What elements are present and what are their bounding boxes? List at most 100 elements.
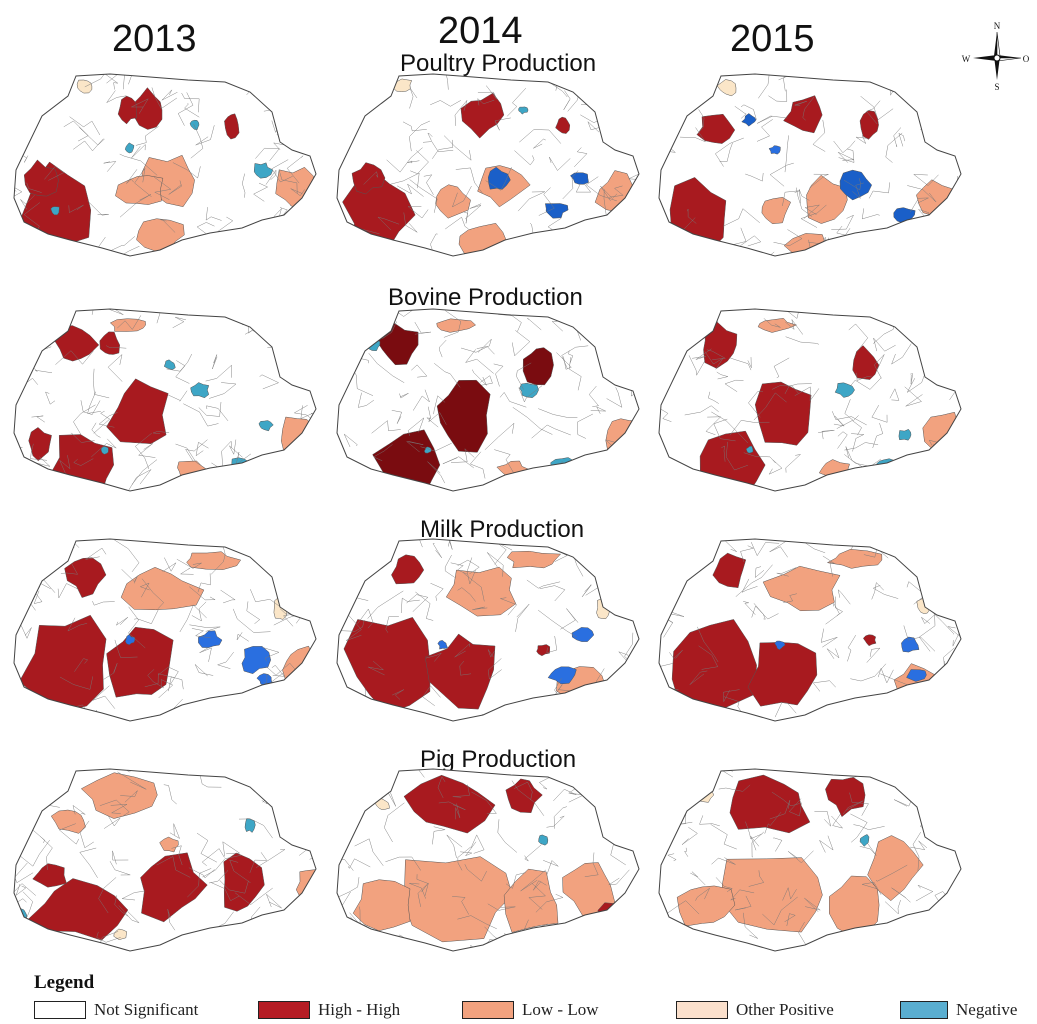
- cluster-region: [352, 879, 411, 932]
- cluster-region: [50, 206, 60, 216]
- section-title-bovine: Bovine Production: [388, 284, 583, 311]
- cluster-region: [159, 836, 179, 853]
- cluster-region: [544, 203, 569, 219]
- year-header-2014: 2014: [438, 10, 523, 52]
- cluster-region: [605, 418, 639, 457]
- cluster-region: [826, 549, 883, 569]
- map-panel-3-1: [336, 768, 640, 952]
- cluster-region: [522, 347, 554, 386]
- map-panel-2-2: [658, 538, 962, 722]
- section-title-milk: Milk Production: [420, 516, 585, 543]
- cluster-region: [898, 428, 912, 441]
- cluster-region: [596, 598, 611, 620]
- cluster-region: [747, 642, 818, 707]
- cluster-region: [867, 835, 924, 902]
- cluster-region: [897, 943, 913, 951]
- compass-star-icon: [973, 31, 1022, 80]
- state-border: [336, 73, 640, 257]
- legend-item-other-positive: Other Positive: [676, 998, 834, 1022]
- cluster-region: [571, 627, 595, 642]
- cluster-region: [488, 166, 511, 190]
- cluster-region: [32, 863, 67, 888]
- compass-w-label: W: [962, 54, 971, 64]
- year-header-2013: 2013: [112, 18, 197, 60]
- state-outline: [659, 74, 961, 256]
- map-panel-1-1: [336, 308, 640, 492]
- cluster-region: [224, 113, 240, 140]
- cluster-region: [18, 614, 107, 712]
- cluster-region: [189, 119, 200, 130]
- state-border: [13, 73, 317, 257]
- cluster-region: [579, 929, 596, 941]
- cluster-region: [125, 634, 136, 646]
- cluster-region: [343, 616, 431, 714]
- cluster-region: [28, 427, 52, 462]
- cluster-region: [244, 818, 256, 833]
- map-panel-1-0: [13, 308, 317, 492]
- map-panel-2-0: [13, 538, 317, 722]
- cluster-region: [696, 113, 736, 144]
- state-border: [336, 768, 640, 952]
- state-border: [336, 538, 640, 722]
- map-panel-0-1: [336, 73, 640, 257]
- cluster-region: [124, 142, 135, 154]
- legend-item-negative: Negative: [900, 998, 1017, 1022]
- cluster-region: [825, 777, 866, 818]
- cluster-region: [721, 857, 823, 933]
- cluster-region: [27, 878, 129, 941]
- map-panel-1-2: [658, 308, 962, 492]
- map-panel-0-2: [658, 73, 962, 257]
- state-border: [658, 768, 962, 952]
- cluster-region: [273, 596, 288, 620]
- cluster-region: [906, 669, 927, 682]
- cluster-region: [862, 634, 877, 647]
- cluster-region: [253, 162, 274, 179]
- cluster-region: [741, 113, 757, 127]
- cluster-region: [258, 420, 274, 432]
- legend-swatch: [900, 1001, 948, 1019]
- cluster-region: [186, 551, 242, 570]
- cluster-region: [676, 885, 736, 927]
- cluster-region: [505, 778, 543, 813]
- cluster-region: [762, 565, 841, 612]
- cluster-region: [80, 772, 158, 819]
- cluster-region: [295, 869, 316, 902]
- map-panel-0-0: [13, 73, 317, 257]
- cluster-region: [859, 834, 870, 847]
- cluster-region: [783, 95, 823, 134]
- cluster-region: [190, 382, 210, 399]
- state-border: [13, 308, 317, 492]
- legend-label: Low - Low: [522, 1000, 599, 1019]
- year-header-2015: 2015: [730, 18, 815, 60]
- cluster-region: [774, 640, 786, 651]
- cluster-region: [703, 321, 738, 369]
- cluster-region: [109, 318, 146, 332]
- cluster-region: [536, 644, 551, 657]
- legend-swatch: [258, 1001, 310, 1019]
- cluster-region: [555, 116, 571, 134]
- cluster-region: [435, 184, 471, 219]
- cluster-region: [76, 79, 93, 94]
- cluster-region: [460, 92, 505, 139]
- compass-e-label: O: [1023, 54, 1030, 64]
- cluster-region: [550, 457, 575, 474]
- section-title-pig: Pig Production: [420, 746, 577, 773]
- compass-s-label: S: [994, 82, 999, 92]
- legend-label: Other Positive: [736, 1000, 834, 1019]
- cluster-region: [754, 381, 812, 446]
- legend-label: Not Significant: [94, 1000, 199, 1019]
- cluster-region: [163, 359, 176, 370]
- state-border: [13, 538, 317, 722]
- cluster-region: [106, 626, 174, 698]
- cluster-region: [506, 550, 562, 569]
- cluster-region: [597, 902, 634, 931]
- cluster-region: [768, 145, 781, 155]
- cluster-region: [729, 774, 811, 834]
- cluster-region: [117, 95, 137, 125]
- legend-label: Negative: [956, 1000, 1018, 1019]
- legend-swatch: [462, 1001, 514, 1019]
- legend-item-high-high: High - High: [258, 998, 400, 1022]
- legend-swatch: [34, 1001, 86, 1019]
- state-border: [658, 73, 962, 257]
